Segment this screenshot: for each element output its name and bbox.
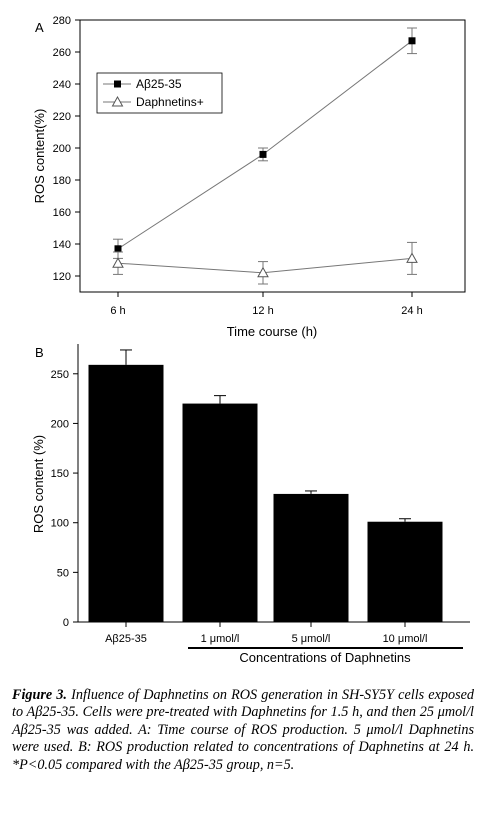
- legend-label: Daphnetins+: [136, 95, 204, 109]
- y-tick-label-a: 120: [53, 271, 71, 283]
- y-tick-label-a: 260: [53, 47, 71, 59]
- data-point-triangle: [406, 252, 418, 263]
- y-axis-title-a: ROS content(%): [32, 109, 47, 204]
- plot-frame-a: [79, 19, 466, 293]
- y-tick-label-a: 160: [53, 207, 71, 219]
- y-tick-label-b: 150: [51, 468, 69, 480]
- x-tick-label-a: 6 h: [110, 305, 125, 317]
- legend-marker-triangle: [111, 95, 124, 107]
- y-tick-label-b: 100: [51, 518, 69, 530]
- data-point-square: [259, 150, 267, 158]
- bar: [88, 364, 164, 622]
- panel-label-b: B: [35, 345, 44, 360]
- x-tick-label-a: 12 h: [252, 305, 273, 317]
- panel-label-a: A: [35, 20, 44, 35]
- x-tick-label-b: 5 μmol/l: [292, 633, 331, 645]
- y-tick-label-a: 140: [53, 239, 71, 251]
- legend-label: Aβ25-35: [136, 77, 182, 91]
- x-axis-title-b: Concentrations of Daphnetins: [239, 650, 411, 665]
- y-tick-label-b: 50: [57, 567, 69, 579]
- x-tick-label-b: Aβ25-35: [105, 633, 147, 645]
- y-tick-label-a: 240: [53, 79, 71, 91]
- y-tick-label-a: 220: [53, 111, 71, 123]
- caption-figure-label: Figure 3.: [12, 687, 67, 703]
- bar-chart-concentrations: B 0 50 100 150 200 250 Aβ25-35 1 μmol/l 5 μmol/l 1…: [31, 344, 470, 665]
- bar: [273, 493, 349, 622]
- y-tick-label-a: 180: [53, 175, 71, 187]
- caption-text: Influence of Daphnetins on ROS generatio…: [12, 687, 474, 773]
- data-point-square: [114, 245, 122, 253]
- bar: [367, 521, 443, 622]
- data-point-triangle: [112, 257, 124, 268]
- y-tick-label-b: 0: [63, 617, 69, 629]
- line-chart-time-course: A 120 140 160 180 200 220 240 260 280 6 h 12 h 24 h T…: [32, 15, 466, 339]
- data-point-triangle: [257, 266, 269, 278]
- y-tick-label-b: 250: [51, 369, 69, 381]
- x-axis-title-a: Time course (h): [227, 324, 318, 339]
- data-point-square: [408, 37, 416, 45]
- y-axis-title-b: ROS content (%): [31, 435, 46, 533]
- y-tick-label-a: 200: [53, 143, 71, 155]
- figure-caption: Figure 3. Influence of Daphnetins on ROS…: [12, 687, 474, 774]
- series-line-1: [117, 40, 413, 250]
- x-tick-label-b: 10 μmol/l: [383, 633, 428, 645]
- bar: [182, 403, 258, 622]
- x-tick-label-b: 1 μmol/l: [201, 633, 240, 645]
- y-tick-label-b: 200: [51, 418, 69, 430]
- x-tick-label-a: 24 h: [401, 305, 422, 317]
- legend-marker-square: [114, 80, 121, 88]
- y-tick-label-a: 280: [53, 15, 71, 27]
